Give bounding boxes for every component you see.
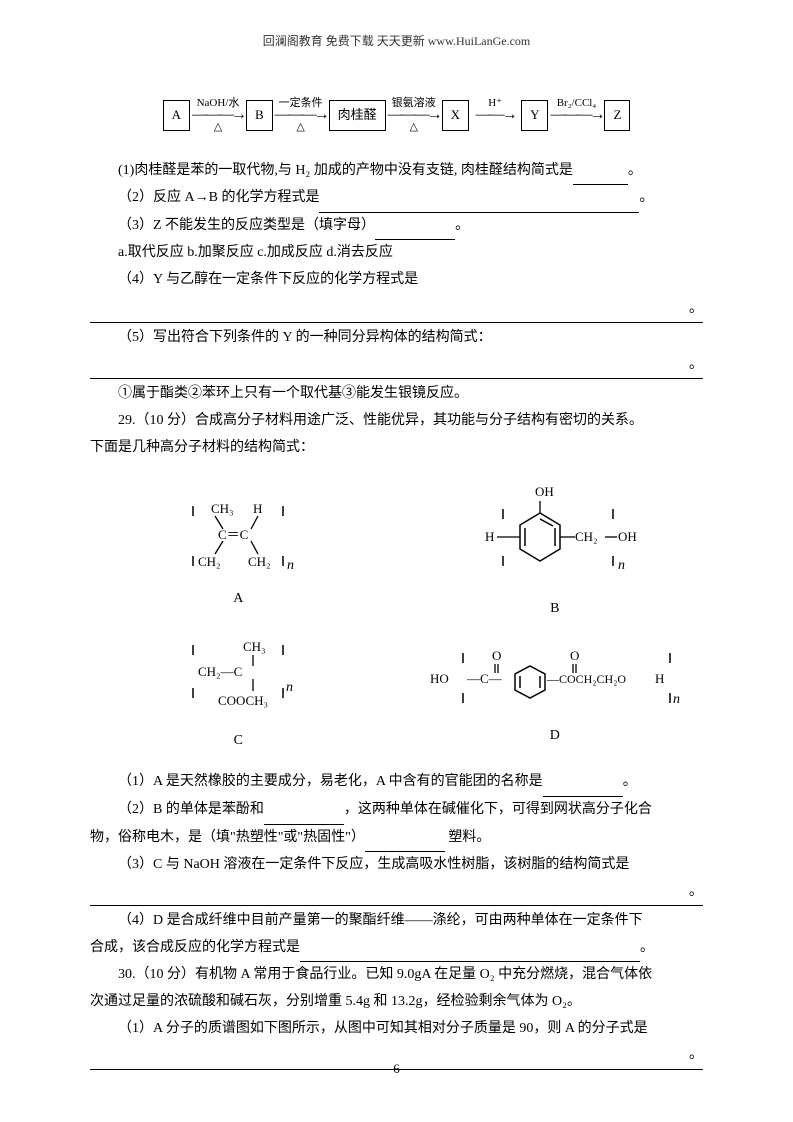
structure-c: CH₃ CH₂—C COOCH₃ n C xyxy=(158,633,318,755)
svg-text:OH: OH xyxy=(535,484,554,499)
q28-conditions: ①属于酯类②苯环上只有一个取代基③能发生银镜反应。 xyxy=(118,381,703,408)
reaction-flow-diagram: A NaOH/水 ———→ △ B 一定条件 ———→ △ 肉桂醛 银氨溶液 —… xyxy=(90,98,703,133)
structure-d: HO O —C— O —COCH₂CH₂O H n D xyxy=(425,638,685,750)
svg-text:n: n xyxy=(673,692,680,707)
svg-text:O: O xyxy=(492,648,501,663)
flow-arrow-4: H⁺ ——→ xyxy=(471,98,519,133)
svg-text:O: O xyxy=(570,648,579,663)
svg-text:CH₂: CH₂ xyxy=(198,554,221,569)
structure-a-label: A xyxy=(163,586,313,613)
flow-arrow-5: Br₂/CCl₄ ———→ xyxy=(550,98,602,133)
svg-text:H: H xyxy=(485,529,494,544)
structure-b-label: B xyxy=(455,596,655,623)
flow-box-y: Y xyxy=(521,100,548,131)
svg-text:n: n xyxy=(287,558,294,573)
q29-4b: 合成，该合成反应的化学方程式是 。 xyxy=(90,935,703,963)
svg-text:H: H xyxy=(253,501,262,516)
svg-text:HO: HO xyxy=(430,671,449,686)
q29-1: （1）A 是天然橡胶的主要成分，易老化，A 中含有的官能团的名称是 。 xyxy=(118,769,703,797)
q28-1: (1)肉桂醛是苯的一取代物,与 H₂ 加成的产物中没有支链, 肉桂醛结构简式是 … xyxy=(118,158,703,186)
q29-3: （3）C 与 NaOH 溶液在一定条件下反应，生成高吸水性树脂，该树脂的结构简式… xyxy=(118,852,703,879)
flow-arrow-3: 银氨溶液 ———→ △ xyxy=(388,98,440,133)
q28-4: （4）Y 与乙醇在一定条件下反应的化学方程式是 xyxy=(118,267,703,294)
svg-text:n: n xyxy=(286,680,293,695)
structure-c-label: C xyxy=(158,728,318,755)
flow-box-z: Z xyxy=(604,100,630,131)
chemistry-structures: CH₃ H C＝C CH₂ CH₂ n A OH xyxy=(90,481,703,754)
q30-intro1: 30.（10 分）有机物 A 常用于食品行业。已知 9.0gA 在足量 O₂ 中… xyxy=(90,962,703,989)
svg-text:CH₂: CH₂ xyxy=(248,554,271,569)
q29-2b: 物，俗称电木，是（填"热塑性"或"热固性"） 塑料。 xyxy=(90,825,703,853)
flow-box-b: B xyxy=(246,100,273,131)
page-number: 6 xyxy=(0,1057,793,1082)
svg-text:CH₂: CH₂ xyxy=(575,529,598,544)
svg-text:—COCH₂CH₂O: —COCH₂CH₂O xyxy=(546,672,626,686)
q29-4a: （4）D 是合成纤维中目前产量第一的聚酯纤维——涤纶，可由两种单体在一定条件下 xyxy=(118,908,703,935)
q28-3: （3）Z 不能发生的反应类型是（填字母） 。 xyxy=(118,213,703,241)
q30-1: （1）A 分子的质谱图如下图所示，从图中可知其相对分子质量是 90，则 A 的分… xyxy=(118,1016,703,1043)
flow-box-a: A xyxy=(163,100,190,131)
q29-intro2: 下面是几种高分子材料的结构简式： xyxy=(90,435,703,462)
page-header: 回澜阁教育 免费下载 天天更新 www.HuiLanGe.com xyxy=(90,30,703,53)
flow-box-c: 肉桂醛 xyxy=(329,100,386,131)
flow-box-x: X xyxy=(442,100,469,131)
q29-intro1: 29.（10 分）合成高分子材料用途广泛、性能优异，其功能与分子结构有密切的关系… xyxy=(90,408,703,435)
flow-arrow-2: 一定条件 ———→ △ xyxy=(275,98,327,133)
q28-options: a.取代反应 b.加聚反应 c.加成反应 d.消去反应 xyxy=(118,240,703,267)
svg-text:CH₃: CH₃ xyxy=(243,639,266,654)
svg-text:CH₂—C: CH₂—C xyxy=(198,664,242,679)
q28-2: （2）反应 A→B 的化学方程式是 。 xyxy=(118,185,703,213)
structure-d-label: D xyxy=(425,723,685,750)
structure-b: OH H CH₂ OH n B xyxy=(455,481,655,623)
structure-a: CH₃ H C＝C CH₂ CH₂ n A xyxy=(163,491,313,613)
q28-5: （5）写出符合下列条件的 Y 的一种同分异构体的结构简式： xyxy=(118,325,703,352)
svg-text:OH: OH xyxy=(618,529,637,544)
svg-text:CH₃: CH₃ xyxy=(211,501,234,516)
q29-2a: （2）B 的单体是苯酚和 ，这两种单体在碱催化下，可得到网状高分子化合 xyxy=(118,797,703,825)
flow-arrow-1: NaOH/水 ———→ △ xyxy=(192,98,244,133)
content-body: (1)肉桂醛是苯的一取代物,与 H₂ 加成的产物中没有支链, 肉桂醛结构简式是 … xyxy=(90,158,703,1070)
svg-text:n: n xyxy=(618,558,625,573)
svg-text:H: H xyxy=(655,671,664,686)
svg-text:—C—: —C— xyxy=(466,671,503,686)
svg-text:COOCH₃: COOCH₃ xyxy=(218,693,268,708)
q30-intro2: 次通过足量的浓硫酸和碱石灰，分别增重 5.4g 和 13.2g，经检验剩余气体为… xyxy=(90,989,703,1016)
